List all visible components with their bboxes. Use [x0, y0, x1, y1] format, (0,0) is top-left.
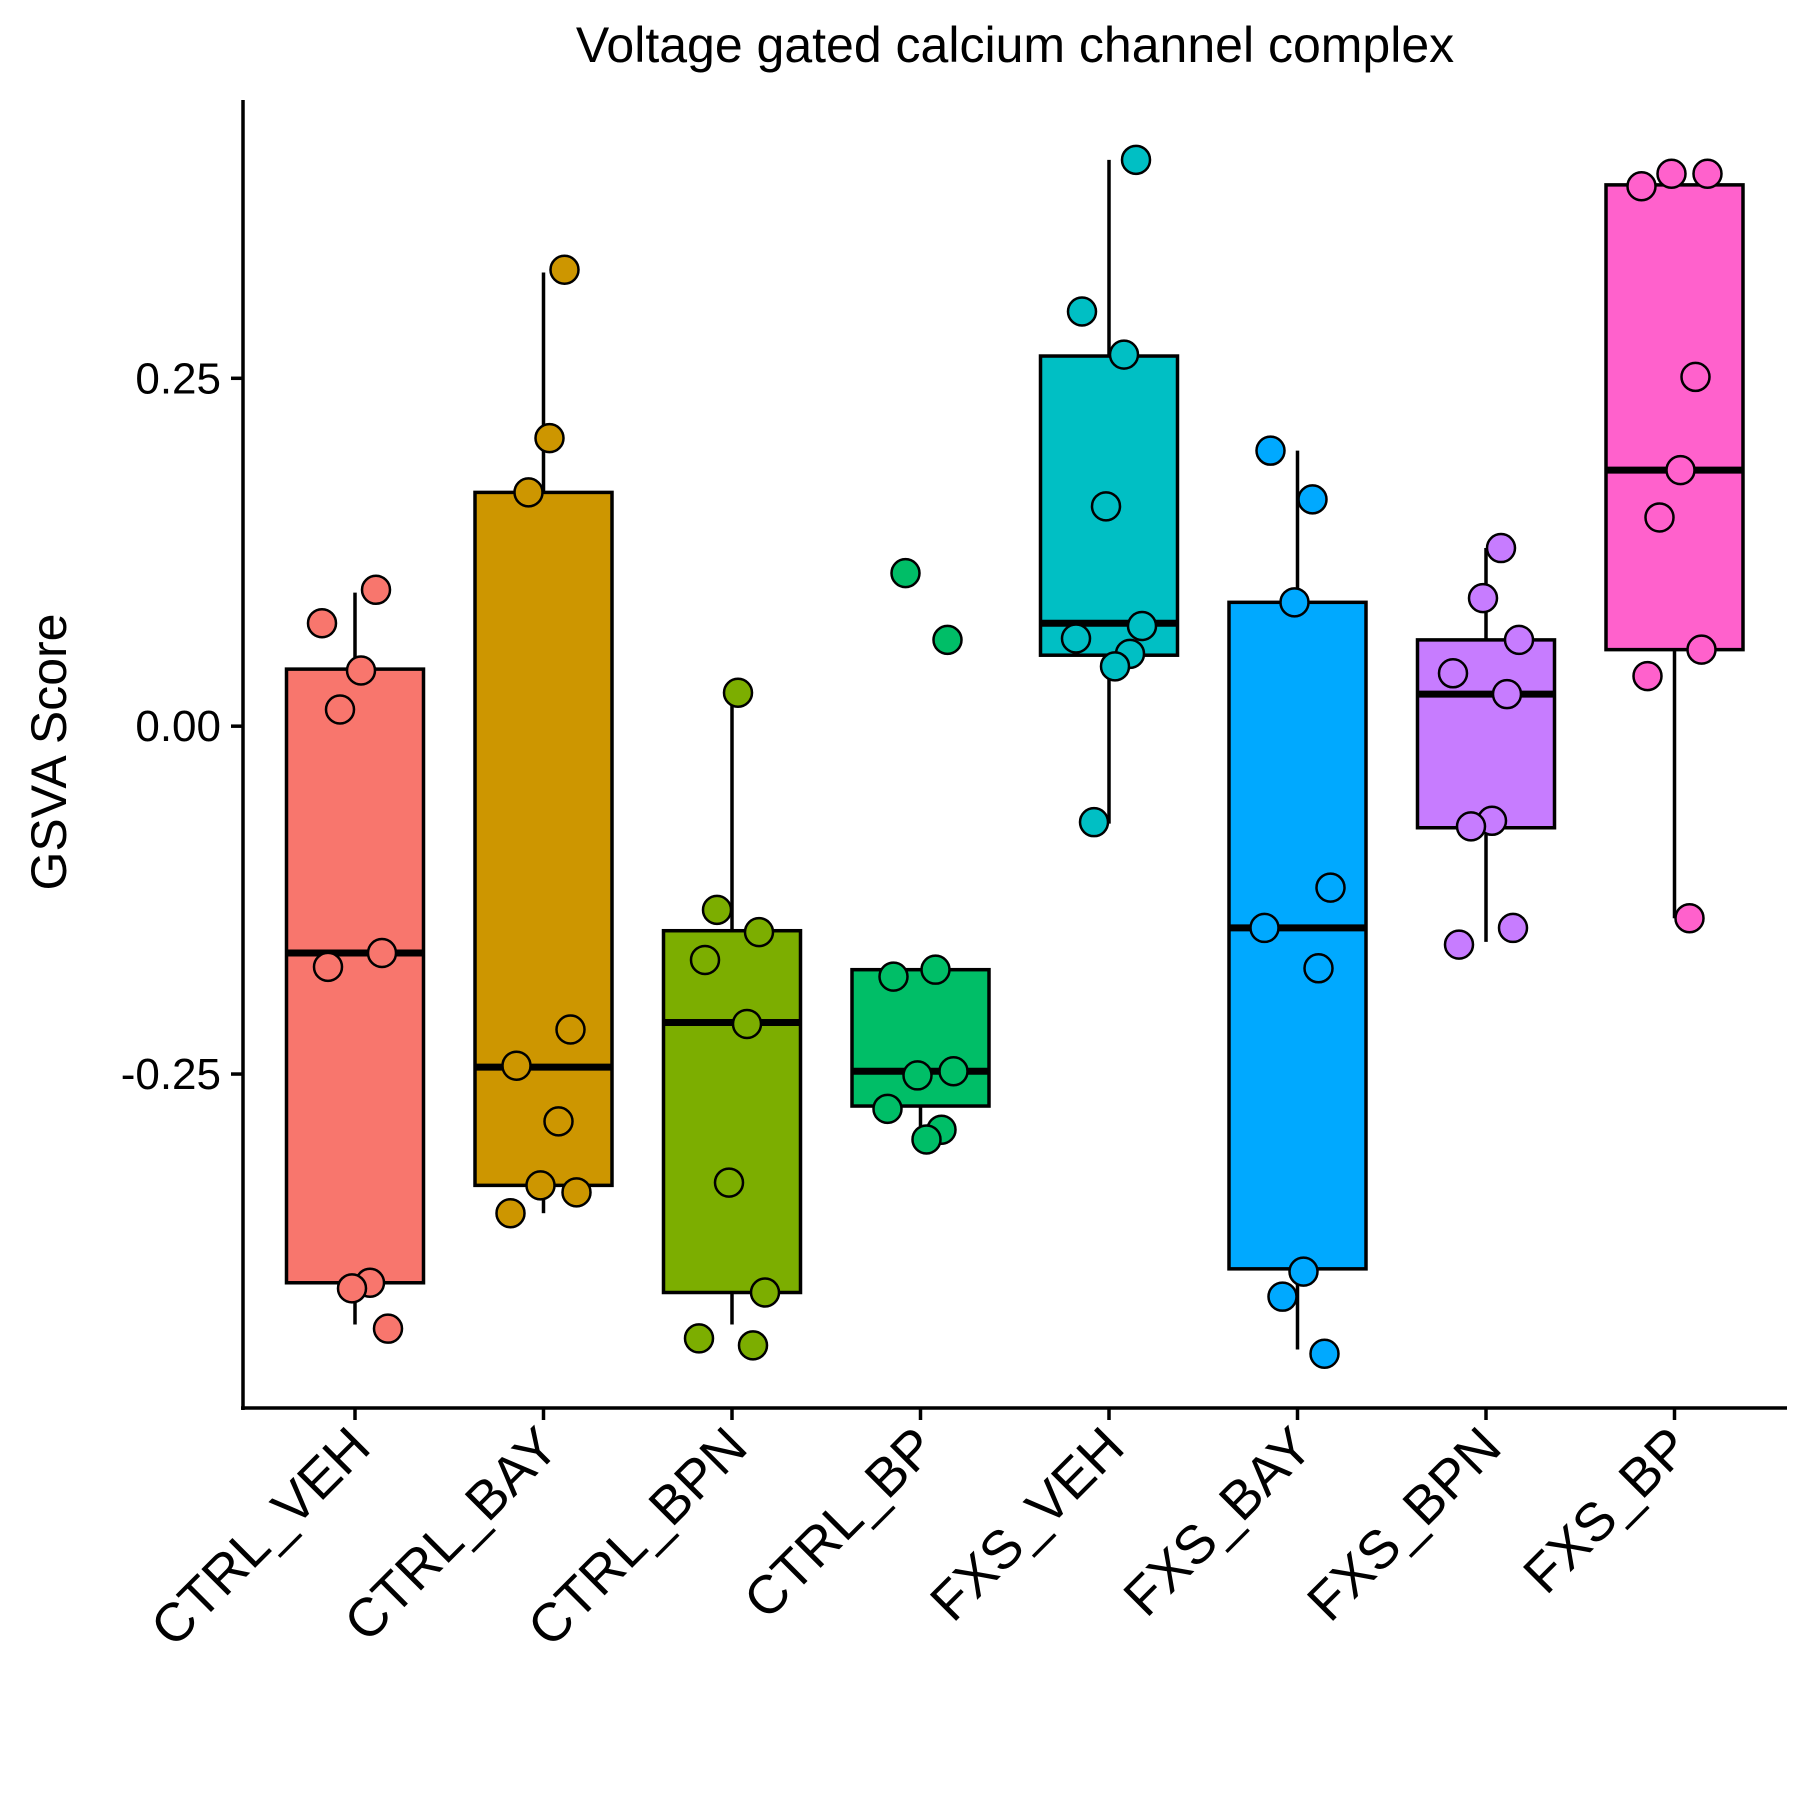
- data-point: [689, 944, 721, 976]
- box-iqr: [284, 667, 426, 1285]
- box-iqr: [1415, 638, 1557, 830]
- data-point: [525, 1170, 556, 1201]
- data-point: [1126, 610, 1158, 642]
- data-point: [1279, 587, 1310, 618]
- data-point: [1467, 582, 1499, 614]
- data-point: [1674, 902, 1705, 934]
- data-point: [1692, 158, 1723, 189]
- data-point: [1680, 361, 1711, 393]
- box-group-fxs-bp: [1604, 158, 1745, 934]
- data-point: [737, 1330, 769, 1361]
- box-group-ctrl-bay: [473, 254, 614, 1229]
- data-point: [1060, 623, 1092, 654]
- data-point: [1491, 678, 1523, 710]
- data-point: [683, 1323, 715, 1354]
- x-tick-label: FXS_VEH: [919, 1416, 1135, 1632]
- data-point: [1503, 624, 1535, 656]
- data-point: [1267, 1281, 1298, 1312]
- data-point: [513, 477, 544, 508]
- chart-title: Voltage gated calcium channel complex: [576, 17, 1454, 73]
- data-point: [1455, 811, 1487, 842]
- data-point: [1626, 171, 1657, 202]
- data-point: [495, 1197, 526, 1229]
- box-iqr: [1604, 183, 1745, 652]
- data-point: [1644, 502, 1675, 533]
- data-point: [1066, 296, 1098, 327]
- data-point: [549, 254, 580, 286]
- x-tick-label: FXS_BPN: [1296, 1416, 1512, 1632]
- data-point: [534, 422, 565, 454]
- y-tick-label: 0.25: [135, 354, 221, 403]
- data-point: [1485, 532, 1517, 564]
- data-point: [543, 1106, 574, 1137]
- x-tick-label: FXS_BAY: [1112, 1416, 1324, 1628]
- x-tick-label: FXS_BP: [1512, 1416, 1701, 1605]
- data-point: [1249, 912, 1280, 944]
- data-point: [902, 1060, 933, 1091]
- data-point: [731, 1008, 763, 1040]
- data-point: [345, 655, 377, 686]
- box-group-fxs-bay: [1227, 435, 1368, 1369]
- data-point: [743, 916, 775, 948]
- box-group-ctrl-bpn: [661, 677, 803, 1361]
- y-tick-label: -0.25: [121, 1050, 221, 1099]
- data-point: [1099, 651, 1131, 682]
- data-point: [722, 677, 754, 709]
- data-point: [1255, 435, 1286, 466]
- data-point: [561, 1177, 592, 1208]
- x-tick-label: CTRL_BP: [733, 1416, 947, 1630]
- box-group-fxs-bpn: [1415, 532, 1557, 960]
- box-group-fxs-veh: [1038, 144, 1180, 838]
- box-group-ctrl-bp: [850, 557, 991, 1155]
- data-point: [1497, 912, 1529, 944]
- data-point: [911, 1124, 942, 1155]
- data-point: [312, 951, 344, 983]
- data-point: [501, 1050, 532, 1081]
- data-point: [713, 1167, 745, 1198]
- x-axis-ticks: CTRL_VEHCTRL_BAYCTRL_BPNCTRL_BPFXS_VEHFX…: [140, 1408, 1701, 1658]
- y-tick-label: 0.00: [135, 702, 221, 751]
- data-point: [1090, 491, 1122, 522]
- data-point: [1297, 484, 1328, 515]
- data-point: [366, 937, 398, 969]
- data-point: [701, 894, 733, 926]
- data-point: [1632, 660, 1663, 692]
- data-point: [336, 1273, 368, 1304]
- box-iqr: [1227, 600, 1368, 1271]
- data-point: [555, 1014, 586, 1045]
- box-iqr: [661, 928, 803, 1295]
- data-point: [1288, 1256, 1319, 1287]
- data-point: [306, 607, 338, 639]
- data-point: [360, 574, 392, 606]
- data-point: [938, 1056, 969, 1087]
- data-point: [749, 1277, 781, 1308]
- y-axis-label: GSVA Score: [21, 614, 77, 891]
- data-point: [1315, 872, 1346, 903]
- data-point: [920, 954, 951, 985]
- box-group-ctrl-veh: [284, 574, 426, 1344]
- data-point: [878, 961, 909, 992]
- data-point: [890, 557, 921, 589]
- y-axis-ticks: 0.25 0.00 -0.25: [121, 354, 243, 1099]
- data-point: [872, 1093, 903, 1125]
- data-point: [1303, 953, 1334, 984]
- plot-area: [284, 144, 1745, 1369]
- data-point: [324, 694, 356, 725]
- data-point: [1443, 929, 1475, 960]
- data-point: [372, 1313, 404, 1344]
- box-iqr: [473, 490, 614, 1188]
- data-point: [1437, 658, 1469, 689]
- data-point: [1656, 158, 1687, 189]
- data-point: [1120, 144, 1152, 176]
- data-point: [1108, 339, 1140, 370]
- data-point: [1309, 1338, 1340, 1369]
- data-point: [932, 624, 963, 656]
- data-point: [1078, 806, 1110, 838]
- data-point: [1665, 454, 1696, 486]
- data-point: [1686, 634, 1717, 665]
